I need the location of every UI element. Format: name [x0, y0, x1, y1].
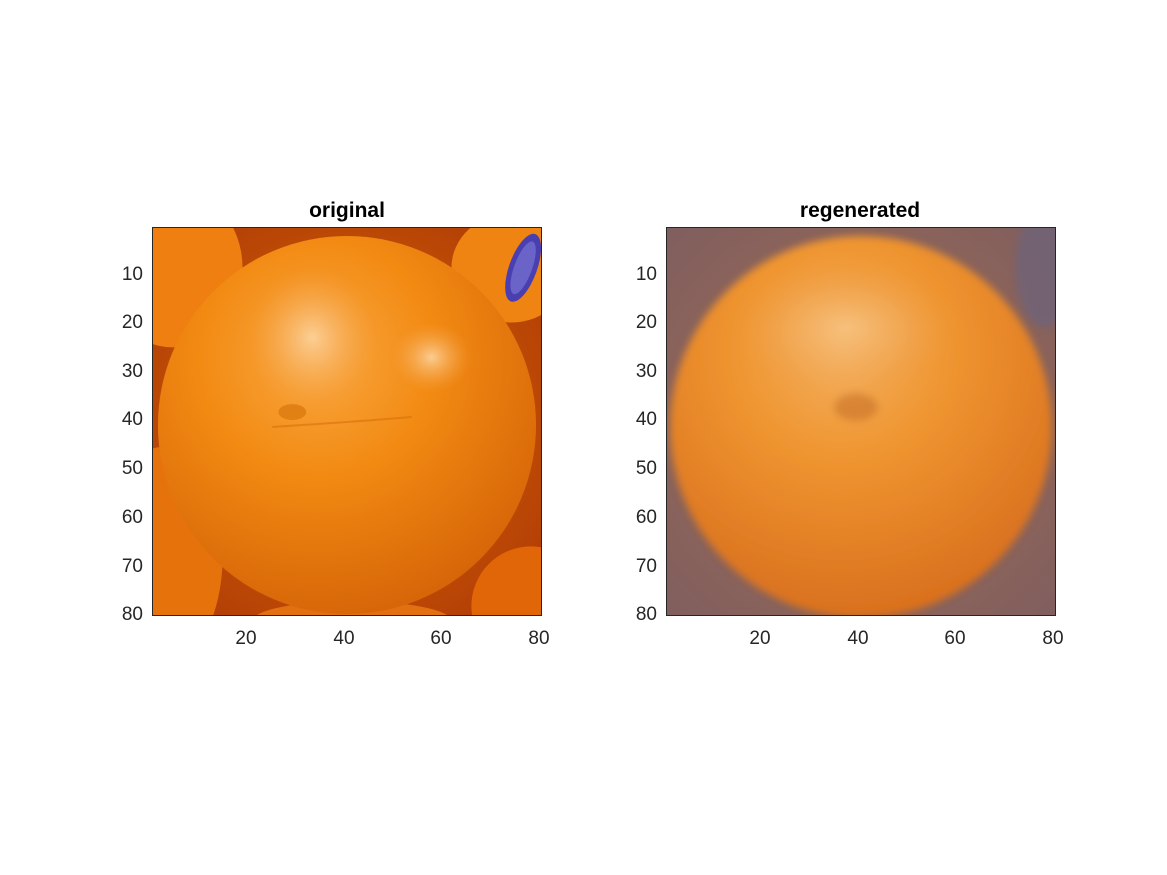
ytick-original-40: 40	[121, 409, 143, 430]
panel-title-regenerated: regenerated	[799, 199, 921, 222]
ytick-original-60: 60	[121, 507, 143, 528]
ytick-regenerated-10: 10	[635, 264, 657, 285]
xtick-original-20: 20	[235, 628, 257, 649]
ytick-original-80: 80	[121, 604, 143, 625]
image-axes-regenerated	[666, 227, 1056, 616]
xtick-regenerated-40: 40	[847, 628, 869, 649]
xtick-original-80: 80	[528, 628, 550, 649]
ytick-original-20: 20	[121, 312, 143, 333]
xtick-original-60: 60	[430, 628, 452, 649]
xtick-regenerated-80: 80	[1042, 628, 1064, 649]
ytick-regenerated-80: 80	[635, 604, 657, 625]
xtick-regenerated-20: 20	[749, 628, 771, 649]
ytick-regenerated-70: 70	[635, 556, 657, 577]
ytick-regenerated-20: 20	[635, 312, 657, 333]
ytick-regenerated-40: 40	[635, 409, 657, 430]
ytick-regenerated-30: 30	[635, 361, 657, 382]
xtick-regenerated-60: 60	[944, 628, 966, 649]
original-orange-image	[153, 228, 541, 615]
ytick-original-10: 10	[121, 264, 143, 285]
ytick-original-70: 70	[121, 556, 143, 577]
ytick-original-30: 30	[121, 361, 143, 382]
image-axes-original	[152, 227, 542, 616]
ytick-regenerated-50: 50	[635, 458, 657, 479]
ytick-regenerated-60: 60	[635, 507, 657, 528]
panel-title-original: original	[309, 199, 385, 222]
xtick-original-40: 40	[333, 628, 355, 649]
regenerated-orange-image	[667, 228, 1055, 615]
ytick-original-50: 50	[121, 458, 143, 479]
